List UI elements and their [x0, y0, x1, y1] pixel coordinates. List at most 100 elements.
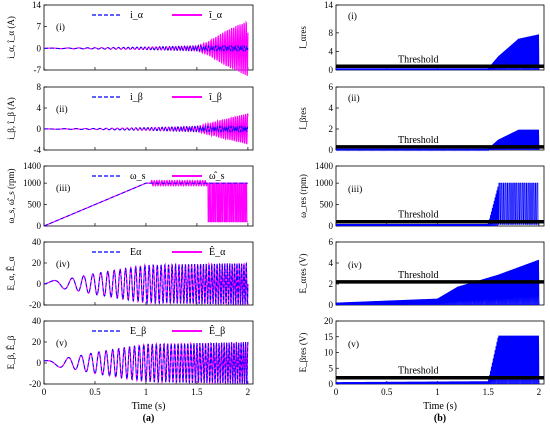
y-tick-label: 20	[32, 337, 42, 347]
measured-series-line	[43, 262, 249, 306]
y-tick-label: 14	[324, 0, 334, 10]
left-y-axis-label: E_α, Ê_α	[6, 256, 16, 290]
y-tick-label: 4	[329, 258, 334, 268]
left-y-axis-label: i_β, î_β (A)	[6, 97, 16, 139]
panel-label: (ii)	[56, 104, 68, 115]
estimated-series-line	[44, 20, 249, 76]
residual-line	[335, 34, 540, 71]
x-tick-label: 2	[537, 387, 542, 397]
estimated-series-line	[43, 113, 249, 145]
left-y-axis-label: i_α, î_α (A)	[6, 16, 16, 59]
residual-line	[335, 129, 540, 152]
y-tick-label: 15	[324, 332, 334, 342]
y-tick-label: 7	[37, 22, 42, 32]
y-tick-label: 8	[329, 28, 334, 38]
y-tick-label: 0	[37, 221, 42, 231]
x-tick-label: 2	[246, 387, 251, 397]
y-tick-label: 5	[329, 363, 334, 373]
left-y-axis-label: E_β, Ê_β	[6, 335, 16, 369]
threshold-label: Threshold	[398, 54, 439, 65]
panel-label: (iii)	[56, 183, 70, 194]
y-tick-label: 1000	[315, 178, 334, 188]
right-y-axis-label: E_αres (V)	[298, 254, 308, 294]
x-tick-label: 0.5	[381, 387, 393, 397]
legend-estimated-label: Ê_α	[209, 246, 226, 258]
legend-measured-label: ω_s	[130, 171, 146, 182]
y-tick-label: 1400	[315, 161, 334, 171]
legend-measured-label: Eα	[130, 247, 142, 258]
y-tick-label: 0	[37, 279, 42, 289]
panel-label: (iii)	[348, 184, 362, 195]
y-tick-label: 0	[37, 358, 42, 368]
y-tick-label: -7	[34, 65, 42, 75]
caption-b: (b)	[434, 413, 446, 424]
measured-series-line	[44, 44, 249, 52]
legend-measured-label: E_β	[130, 326, 146, 337]
legend-estimated-label: î_α	[208, 10, 223, 21]
y-tick-label: 2	[329, 279, 334, 289]
legend-estimated-label: ω̂_s	[209, 171, 225, 182]
right-y-axis-label: ω_res (rpm)	[298, 174, 308, 218]
legend-measured-label: i_β	[130, 92, 143, 103]
y-tick-label: 4	[329, 46, 334, 56]
y-tick-label: 10	[324, 348, 334, 358]
y-tick-label: 6	[329, 237, 334, 247]
y-tick-label: 14	[32, 0, 42, 10]
y-tick-label: 8	[37, 82, 42, 92]
threshold-label: Threshold	[398, 210, 439, 221]
legend-estimated-label: Ê_β	[209, 325, 225, 337]
y-tick-label: 4	[329, 103, 334, 113]
y-tick-label: 0	[37, 124, 42, 134]
residual-line	[335, 335, 540, 385]
x-tick-label: 0.5	[89, 387, 101, 397]
y-tick-label: -20	[29, 300, 41, 310]
y-tick-label: 6	[329, 82, 334, 92]
y-tick-label: -4	[34, 145, 42, 155]
left-x-axis-label: Time (s)	[132, 401, 166, 412]
y-tick-label: 500	[28, 200, 42, 210]
threshold-label: Threshold	[398, 135, 439, 146]
panel-label: (v)	[348, 339, 359, 350]
right-y-axis-label: I_αres	[298, 26, 308, 49]
x-tick-label: 1.5	[191, 387, 203, 397]
right-y-axis-label: E_βres (V)	[298, 333, 308, 373]
x-tick-label: 1	[435, 387, 440, 397]
measured-series-line	[43, 182, 248, 227]
y-tick-label: 20	[324, 316, 334, 326]
threshold-label: Threshold	[398, 366, 439, 377]
y-tick-label: 500	[320, 200, 334, 210]
left-y-axis-label: ω_s, ω̂_s (rpm)	[6, 168, 16, 223]
x-tick-label: 0	[42, 387, 47, 397]
y-tick-label: 1000	[23, 178, 42, 188]
y-tick-label: 4	[37, 103, 42, 113]
left-panel-frame	[43, 86, 254, 151]
legend-estimated-label: î_β	[208, 92, 222, 103]
threshold-label: Threshold	[398, 270, 439, 281]
right-x-axis-label: Time (s)	[423, 401, 457, 412]
y-tick-label: 0	[329, 221, 334, 231]
panel-label: (iv)	[348, 260, 362, 271]
measured-series-line	[43, 341, 249, 385]
panel-label: (ii)	[348, 93, 360, 104]
x-tick-label: 0	[334, 387, 339, 397]
legend-measured-label: i_α	[130, 10, 144, 21]
y-tick-label: 0	[329, 145, 334, 155]
y-tick-label: 0	[329, 379, 334, 389]
y-tick-label: 20	[32, 258, 42, 268]
y-tick-label: 0	[329, 300, 334, 310]
y-tick-label: 1400	[23, 161, 42, 171]
panel-label: (iv)	[56, 259, 70, 270]
residual-line	[335, 259, 540, 306]
panel-label: (i)	[56, 22, 65, 33]
right-y-axis-label: I_βres	[298, 107, 308, 130]
y-tick-label: 40	[32, 316, 42, 326]
y-tick-label: 0	[37, 43, 42, 53]
y-tick-label: 0	[329, 65, 334, 75]
y-tick-label: 40	[32, 237, 42, 247]
x-tick-label: 1.5	[483, 387, 495, 397]
panel-label: (i)	[348, 11, 357, 22]
x-tick-label: 1	[144, 387, 149, 397]
caption-a: (a)	[143, 413, 155, 424]
y-tick-label: -20	[29, 379, 41, 389]
